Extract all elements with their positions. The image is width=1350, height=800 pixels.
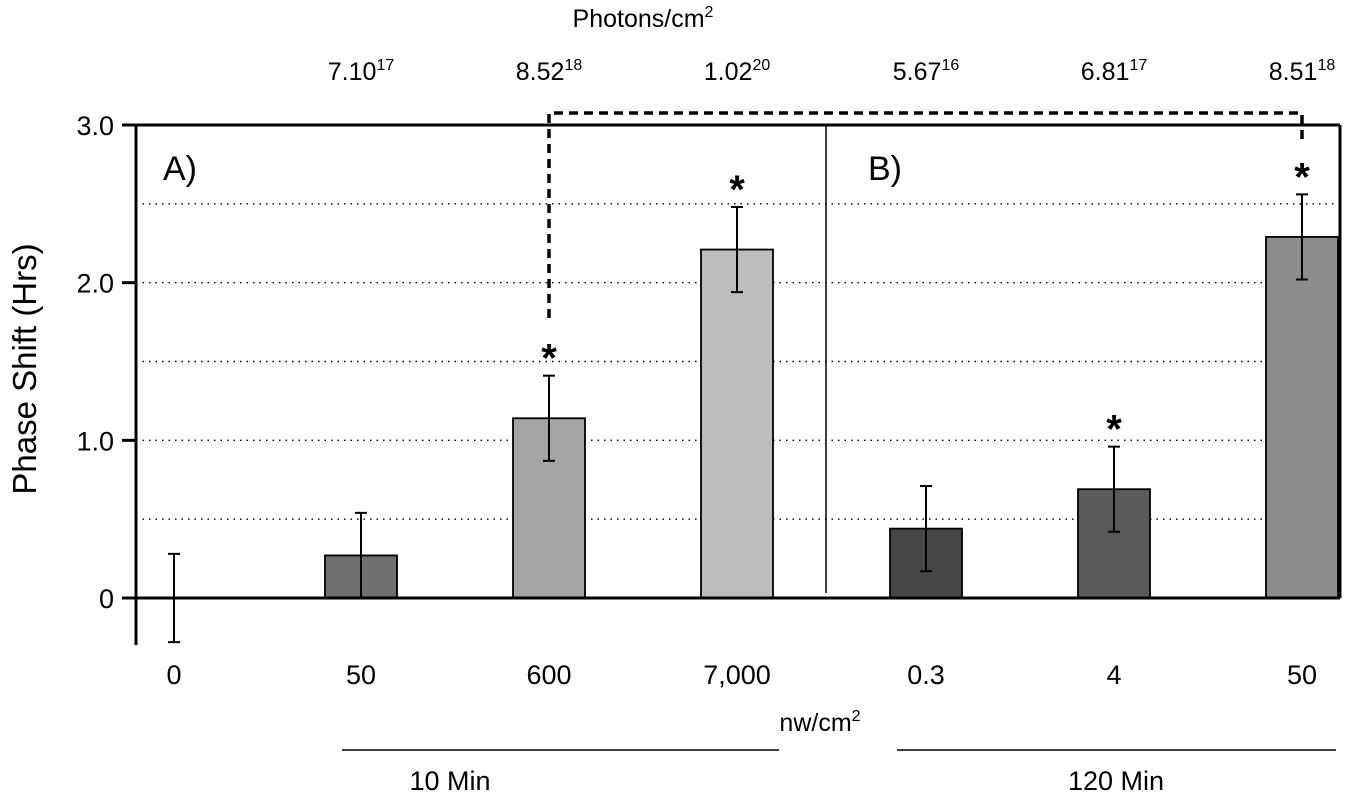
photon-value: 6.8117 <box>1081 57 1148 86</box>
photon-value: 5.6716 <box>893 57 960 86</box>
x-tick-label: 600 <box>526 660 571 690</box>
bar <box>1265 236 1339 599</box>
x-tick-label: 50 <box>1287 660 1317 690</box>
panel-label-b: B) <box>868 150 902 188</box>
group-label-120min: 120 Min <box>1068 766 1164 796</box>
x-tick-label: 4 <box>1106 660 1121 690</box>
x-tick-label: 7,000 <box>703 660 771 690</box>
y-tick-label: 1.0 <box>76 426 114 456</box>
photon-value: 7.1017 <box>328 57 395 86</box>
y-axis-label: Phase Shift (Hrs) <box>6 243 43 494</box>
x-unit-label: nw/cm2 <box>779 708 860 737</box>
comparison-bracket <box>547 111 1304 318</box>
x-tick-label: 0.3 <box>907 660 945 690</box>
bracket-line <box>547 111 1304 318</box>
bar <box>700 248 774 599</box>
significance-star: * <box>729 168 745 212</box>
y-tick-label: 2.0 <box>76 269 114 299</box>
bar-layer <box>168 193 1339 644</box>
x-tick-label: 0 <box>166 660 181 690</box>
photon-value: 1.0220 <box>704 57 771 86</box>
x-tick-label: 50 <box>346 660 376 690</box>
axis-layer <box>122 123 1342 751</box>
label-layer: 0 1.0 2.0 3.0 Phase Shift (Hrs) 0 50 * 600 * 7,000… <box>6 4 1335 796</box>
significance-star: * <box>541 337 557 381</box>
photon-value: 8.5118 <box>1269 57 1336 86</box>
y-tick-label: 0 <box>99 584 114 614</box>
significance-star: * <box>1294 155 1310 199</box>
photon-value: 8.5218 <box>516 57 583 86</box>
significance-star: * <box>1106 408 1122 452</box>
top-axis-title: Photons/cm2 <box>573 4 714 33</box>
y-tick-label: 3.0 <box>76 111 114 141</box>
group-label-10min: 10 Min <box>409 766 490 796</box>
panel-label-a: A) <box>163 150 197 188</box>
